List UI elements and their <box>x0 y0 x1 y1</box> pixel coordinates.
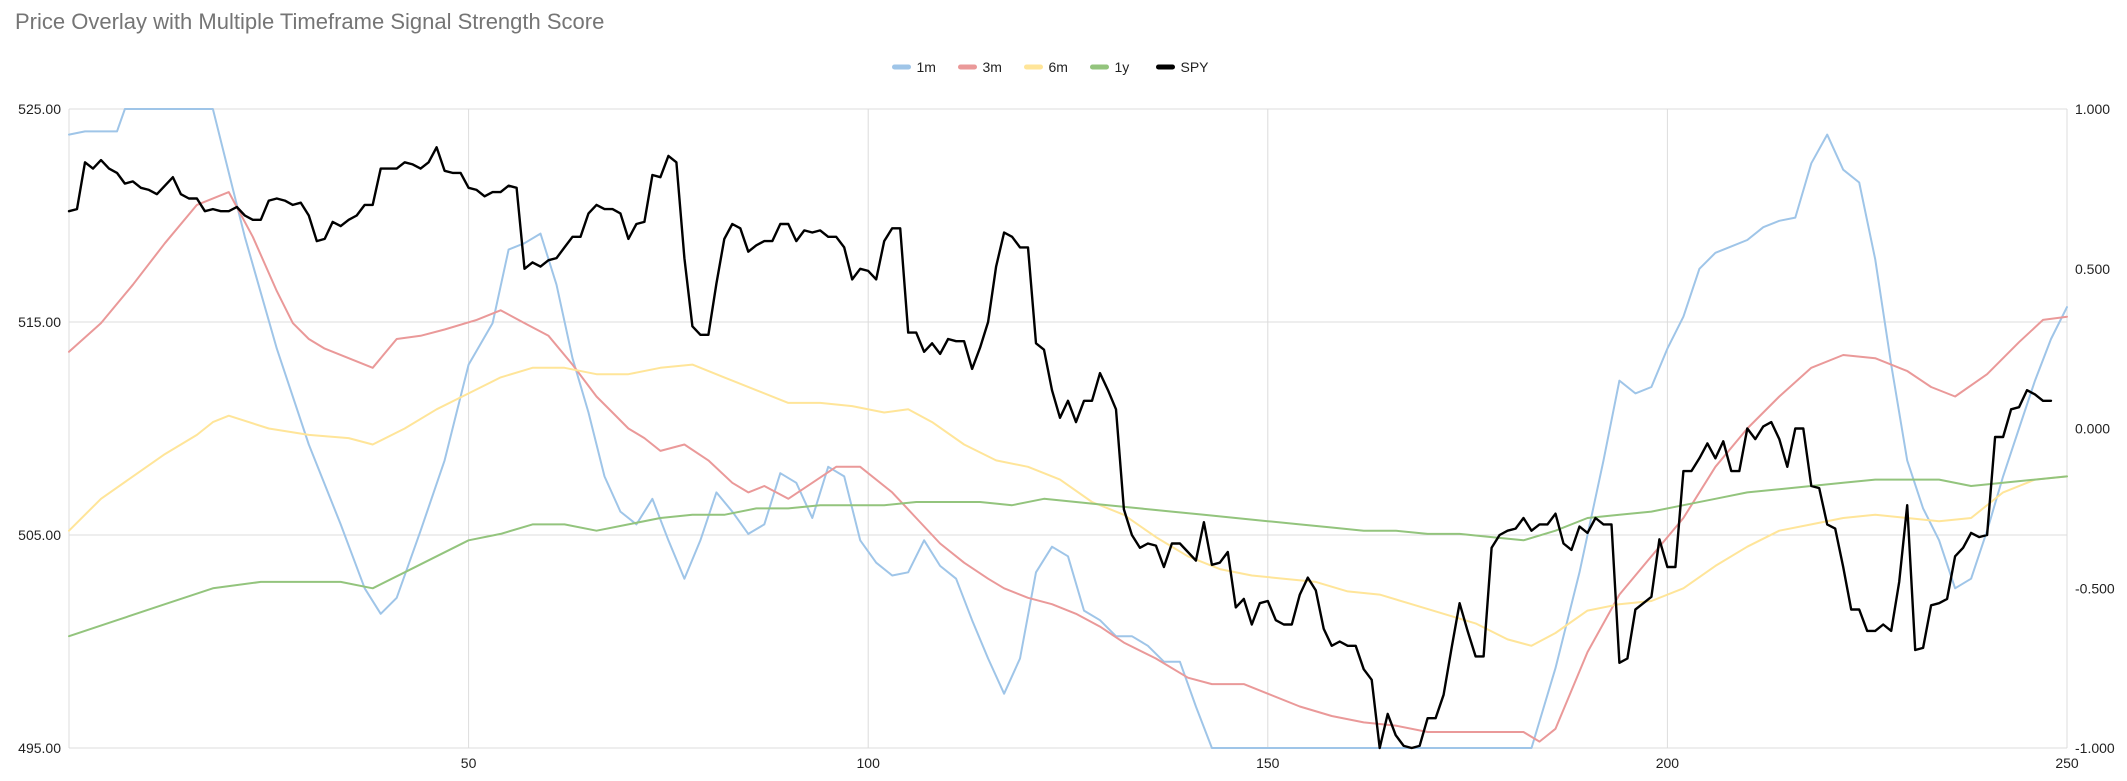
legend-item-1y[interactable]: 1y <box>1090 59 1130 75</box>
legend-label: 1m <box>917 59 936 75</box>
legend-item-spy[interactable]: SPY <box>1156 59 1210 75</box>
y-left-tick-label: 525.00 <box>18 101 61 117</box>
y-left-tick-label: 515.00 <box>18 314 61 330</box>
legend-label: SPY <box>1181 59 1210 75</box>
legend-item-6m[interactable]: 6m <box>1024 59 1068 75</box>
chart-title: Price Overlay with Multiple Timeframe Si… <box>15 9 604 34</box>
legend: 1m 3m 6m 1y SPY <box>892 59 1210 75</box>
legend-label: 3m <box>983 59 1002 75</box>
legend-item-3m[interactable]: 3m <box>958 59 1002 75</box>
y-left-tick-label: 505.00 <box>18 527 61 543</box>
series-line-1y <box>68 475 2068 638</box>
axis-tick-labels: 495.00 505.00 515.00 525.00 -1.000 -0.500 0.00… <box>18 101 2115 771</box>
legend-item-1m[interactable]: 1m <box>892 59 936 75</box>
y-right-tick-label: -0.500 <box>2075 580 2115 596</box>
y-right-tick-label: 0.000 <box>2075 421 2110 437</box>
series-line-3m <box>68 191 2068 743</box>
y-left-tick-label: 495.00 <box>18 740 61 756</box>
series-line-6m <box>68 363 2068 647</box>
legend-label: 1y <box>1115 59 1130 75</box>
series-line-spy <box>67 146 2053 750</box>
x-tick-label: 100 <box>857 755 881 771</box>
y-right-tick-label: -1.000 <box>2075 740 2115 756</box>
gridlines <box>68 108 2068 749</box>
x-tick-label: 150 <box>1256 755 1280 771</box>
y-right-tick-label: 0.500 <box>2075 261 2110 277</box>
x-tick-label: 50 <box>461 755 477 771</box>
x-tick-label: 200 <box>1656 755 1680 771</box>
x-tick-label: 250 <box>2055 755 2079 771</box>
series-line-1m <box>68 108 2068 749</box>
legend-label: 6m <box>1049 59 1068 75</box>
y-right-tick-label: 1.000 <box>2075 101 2110 117</box>
series-layer <box>67 108 2068 750</box>
